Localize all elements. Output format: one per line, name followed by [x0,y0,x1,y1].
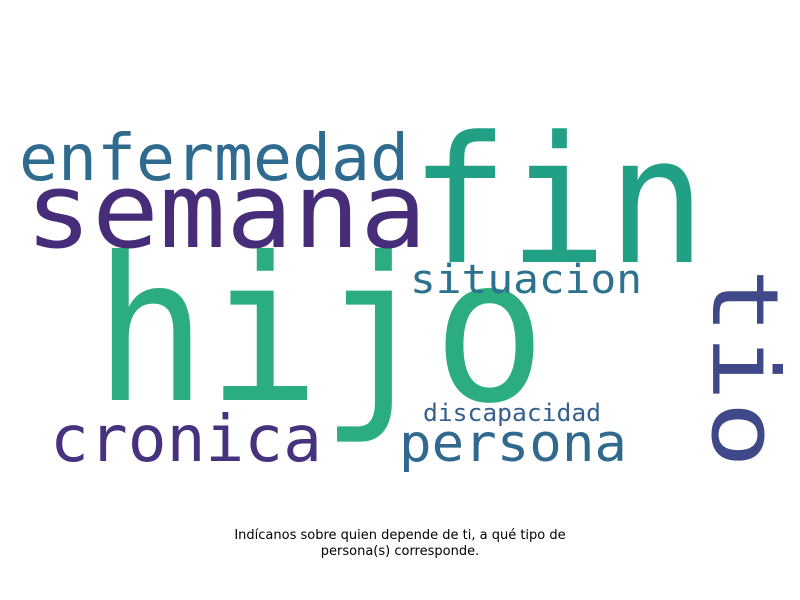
caption: Indícanos sobre quien depende de ti, a q… [0,528,800,560]
word-tio: tio [691,268,798,468]
caption-line-1: Indícanos sobre quien depende de ti, a q… [234,528,566,543]
word-cronica: cronica [50,403,322,477]
word-semana: semana [25,150,427,272]
word-enfermedad: enfermedad [19,122,409,196]
word-hijo: hijo [94,215,546,448]
caption-line-2: persona(s) corresponde. [320,544,480,559]
word-fin: fin [410,99,706,304]
word-situacion: situacion [410,257,642,303]
word-persona: persona [399,414,627,474]
word-discapacidad: discapacidad [423,399,601,427]
